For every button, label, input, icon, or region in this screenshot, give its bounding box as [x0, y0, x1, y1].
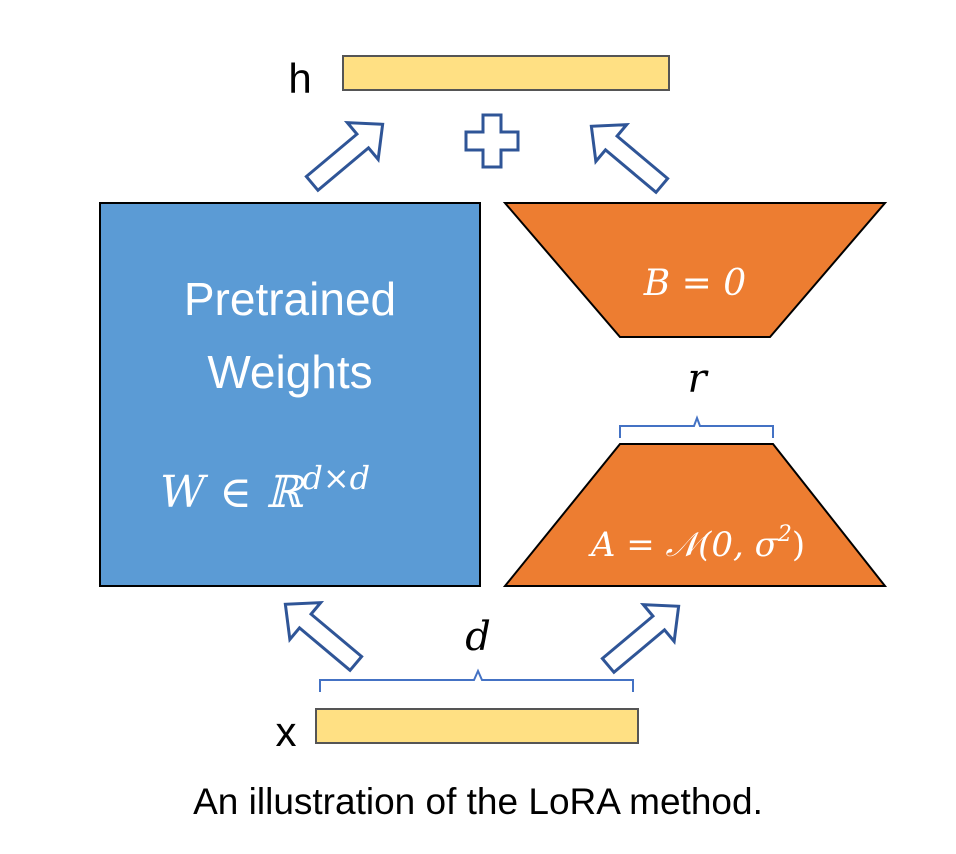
pretrained-weights-block	[99, 202, 481, 587]
caption: An illustration of the LoRA method.	[193, 781, 763, 822]
hollow-arrow-icon	[283, 600, 364, 673]
w-formula-base: W ∈ ℝ	[160, 467, 305, 518]
h-label: h	[288, 55, 311, 102]
curly-brace-icon	[619, 415, 774, 438]
weights-label: Weights	[207, 346, 372, 398]
input-vector-x	[315, 708, 639, 744]
pretrained-label: Pretrained	[184, 273, 396, 325]
hollow-arrow-icon	[600, 602, 681, 675]
weight-matrix-formula: W ∈ ℝd×d	[160, 459, 370, 518]
curly-brace-icon	[319, 668, 634, 692]
r-label: r	[687, 356, 709, 402]
plus-icon	[464, 113, 520, 169]
lora-a-matrix	[502, 443, 888, 587]
lora-b-matrix	[502, 202, 888, 338]
a-equation-close: )	[792, 525, 805, 565]
x-label: x	[276, 708, 297, 755]
hollow-arrow-icon	[589, 122, 670, 195]
a-equation-superscript: 2	[777, 522, 792, 547]
d-label: d	[465, 614, 491, 660]
a-equation-base: A = 𝒩(0, σ	[588, 525, 779, 565]
a-equation: A = 𝒩(0, σ2)	[588, 522, 805, 565]
b-equation: B = 0	[643, 263, 746, 304]
output-vector-h	[342, 55, 670, 91]
w-formula-superscript: d×d	[302, 459, 370, 497]
hollow-arrow-icon	[304, 120, 385, 193]
